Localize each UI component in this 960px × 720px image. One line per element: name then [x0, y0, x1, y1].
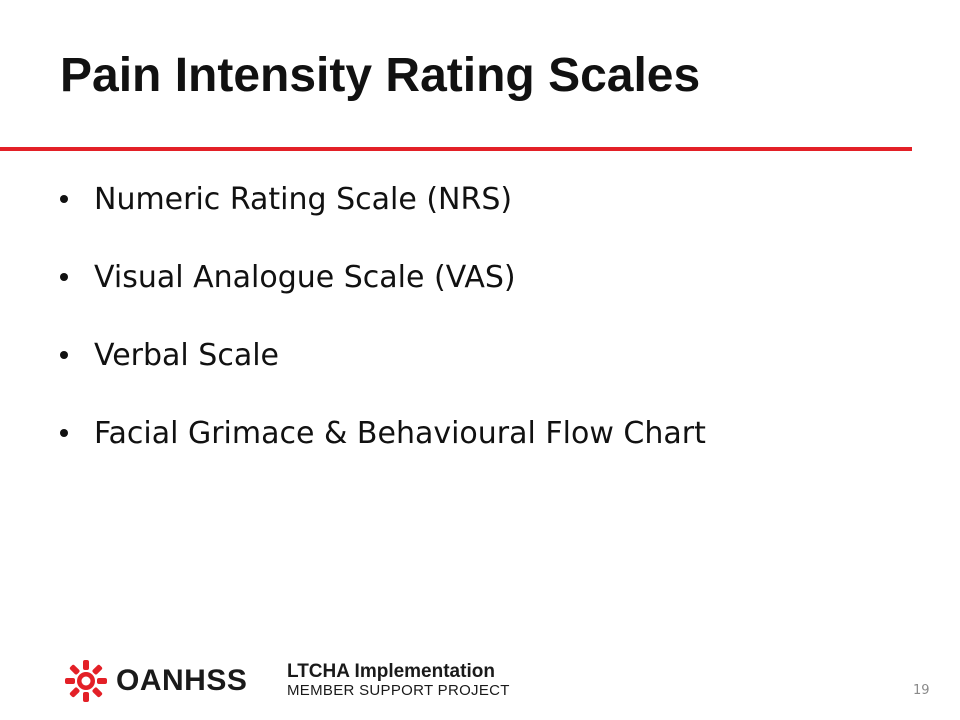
bullet-dot-icon [60, 351, 68, 359]
oanhss-logo-icon [65, 660, 107, 702]
bullet-dot-icon [60, 429, 68, 437]
bullet-item: Verbal Scale [60, 332, 706, 410]
page-number: 19 [913, 683, 930, 698]
bullet-dot-icon [60, 195, 68, 203]
bullet-item: Visual Analogue Scale (VAS) [60, 254, 706, 332]
bullet-item: Facial Grimace & Behavioural Flow Chart [60, 410, 706, 488]
bullet-text: Visual Analogue Scale (VAS) [94, 260, 516, 295]
bullet-text: Facial Grimace & Behavioural Flow Chart [94, 416, 706, 451]
title-divider [0, 147, 912, 151]
oanhss-logo-text: OANHSS [116, 664, 248, 697]
project-label: LTCHA Implementation MEMBER SUPPORT PROJ… [287, 662, 510, 700]
oanhss-logo: OANHSS [64, 658, 247, 704]
bullet-text: Verbal Scale [94, 338, 279, 373]
bullet-item: Numeric Rating Scale (NRS) [60, 176, 706, 254]
bullet-list: Numeric Rating Scale (NRS) Visual Analog… [60, 176, 706, 488]
bullet-dot-icon [60, 273, 68, 281]
project-subtitle: MEMBER SUPPORT PROJECT [287, 682, 510, 699]
bullet-text: Numeric Rating Scale (NRS) [94, 182, 513, 217]
slide-title: Pain Intensity Rating Scales [60, 49, 701, 102]
project-title: LTCHA Implementation [287, 661, 495, 682]
